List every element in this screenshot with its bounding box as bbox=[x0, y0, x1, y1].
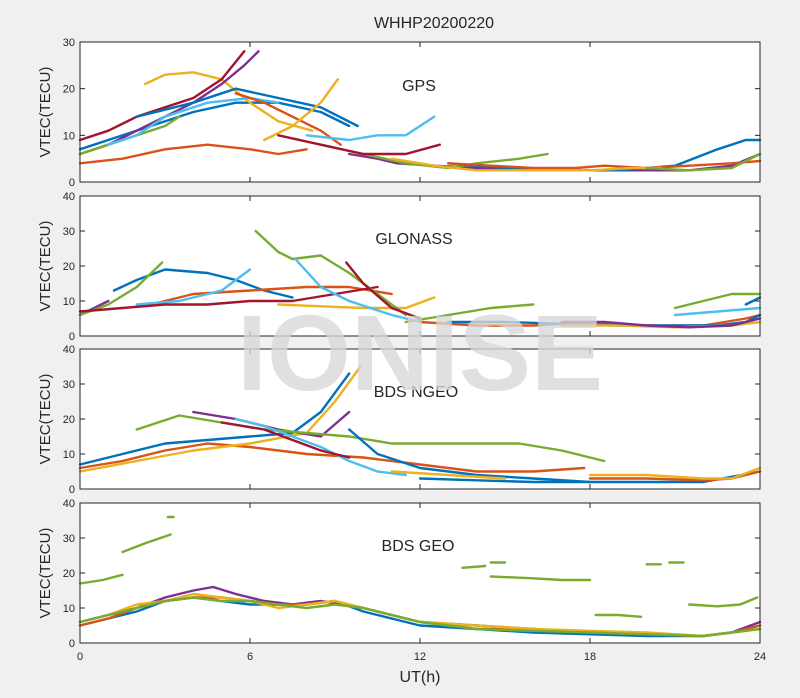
series-line-2 bbox=[149, 285, 393, 306]
panel-3: 0 10 20 30 40 VTEC(TECU) BDS NGEO bbox=[37, 344, 762, 496]
series-line-9 bbox=[461, 564, 487, 569]
y-tick-label: 30 bbox=[63, 37, 75, 49]
series-line-3 bbox=[78, 365, 362, 473]
series-line-18 bbox=[744, 296, 762, 306]
series-line-14 bbox=[673, 292, 762, 310]
series-line-9 bbox=[294, 257, 422, 324]
y-tick-label: 20 bbox=[63, 84, 75, 96]
y-tick-label: 20 bbox=[63, 568, 75, 580]
series-line-13 bbox=[305, 115, 436, 142]
y-tick-label: 0 bbox=[69, 638, 75, 650]
series-line-14 bbox=[594, 613, 643, 618]
series-line-12 bbox=[390, 470, 507, 480]
x-axis-label: UT(h) bbox=[400, 669, 441, 686]
panel-title: BDS NGEO bbox=[374, 384, 458, 401]
panel-1: 0 10 20 30 VTEC(TECU) GPS bbox=[37, 37, 762, 189]
series-line-8 bbox=[348, 428, 762, 484]
series-line-9 bbox=[234, 92, 342, 146]
y-tick-label: 40 bbox=[63, 498, 75, 510]
series-line-3 bbox=[277, 296, 436, 310]
panel-title: GLONASS bbox=[375, 231, 452, 248]
y-axis-label: VTEC(TECU) bbox=[37, 67, 54, 158]
series-line-6 bbox=[78, 573, 124, 585]
y-tick-label: 30 bbox=[63, 226, 75, 238]
series-line-7 bbox=[78, 285, 379, 313]
y-tick-label: 10 bbox=[63, 130, 75, 142]
series-line-1 bbox=[78, 372, 351, 466]
watermark-text: IONISE bbox=[237, 292, 603, 413]
series-line-11 bbox=[489, 575, 592, 582]
y-tick-label: 40 bbox=[63, 191, 75, 203]
series-line-7 bbox=[220, 421, 351, 459]
series-line-11 bbox=[404, 303, 535, 324]
figure-title: WHHP20200220 bbox=[374, 15, 494, 32]
series-line-11 bbox=[418, 477, 592, 484]
series-line-16 bbox=[447, 159, 762, 170]
series-line-6 bbox=[135, 268, 252, 306]
series-line-7 bbox=[78, 50, 246, 142]
series-line-15 bbox=[673, 306, 762, 317]
series-line-15 bbox=[688, 596, 759, 608]
y-tick-label: 40 bbox=[63, 344, 75, 356]
y-axis-label: VTEC(TECU) bbox=[37, 374, 54, 465]
x-tick-label: 18 bbox=[584, 651, 596, 663]
series-line-5 bbox=[78, 596, 762, 638]
y-axis-label: VTEC(TECU) bbox=[37, 528, 54, 619]
series-line-10 bbox=[588, 466, 762, 480]
series-line-10 bbox=[263, 78, 339, 142]
y-axis-label: VTEC(TECU) bbox=[37, 221, 54, 312]
series-line-2 bbox=[78, 143, 308, 165]
panel-title: BDS GEO bbox=[382, 538, 455, 555]
panel-4: 0 10 20 30 40 0 6 12 18 24 VTEC(TECU) BDS GEO UT(h) bbox=[37, 498, 766, 686]
x-tick-label: 0 bbox=[77, 651, 83, 663]
series-line-10 bbox=[345, 261, 422, 320]
series-line-17 bbox=[390, 157, 662, 172]
series-line-5 bbox=[135, 414, 606, 463]
y-tick-label: 10 bbox=[63, 603, 75, 615]
y-tick-label: 0 bbox=[69, 484, 75, 496]
y-tick-label: 20 bbox=[63, 261, 75, 273]
series-line-8 bbox=[135, 87, 359, 128]
panel-title: GPS bbox=[402, 78, 436, 95]
y-tick-label: 30 bbox=[63, 533, 75, 545]
series-line-6 bbox=[234, 417, 407, 477]
x-tick-label: 24 bbox=[754, 651, 766, 663]
y-tick-label: 20 bbox=[63, 414, 75, 426]
y-tick-label: 30 bbox=[63, 379, 75, 391]
y-tick-label: 0 bbox=[69, 331, 75, 343]
series-line-1 bbox=[78, 101, 351, 151]
x-tick-label: 12 bbox=[414, 651, 426, 663]
y-tick-label: 0 bbox=[69, 177, 75, 189]
series-line-14 bbox=[277, 134, 441, 156]
series-line-2 bbox=[78, 442, 586, 473]
y-tick-label: 10 bbox=[63, 296, 75, 308]
plot-area bbox=[80, 196, 760, 336]
x-tick-label: 6 bbox=[247, 651, 253, 663]
series-line-8 bbox=[254, 229, 407, 317]
chart-panels: 0 10 20 30 VTEC(TECU) GPS 0 10 20 30 40 VTEC(TECU) G… bbox=[37, 37, 766, 686]
series-line-7 bbox=[121, 533, 172, 554]
plot-area bbox=[80, 503, 760, 643]
series-line-17 bbox=[560, 317, 762, 329]
y-tick-label: 10 bbox=[63, 449, 75, 461]
series-line-18 bbox=[645, 152, 762, 172]
panel-2: 0 10 20 30 40 VTEC(TECU) GLONASS bbox=[37, 191, 762, 343]
